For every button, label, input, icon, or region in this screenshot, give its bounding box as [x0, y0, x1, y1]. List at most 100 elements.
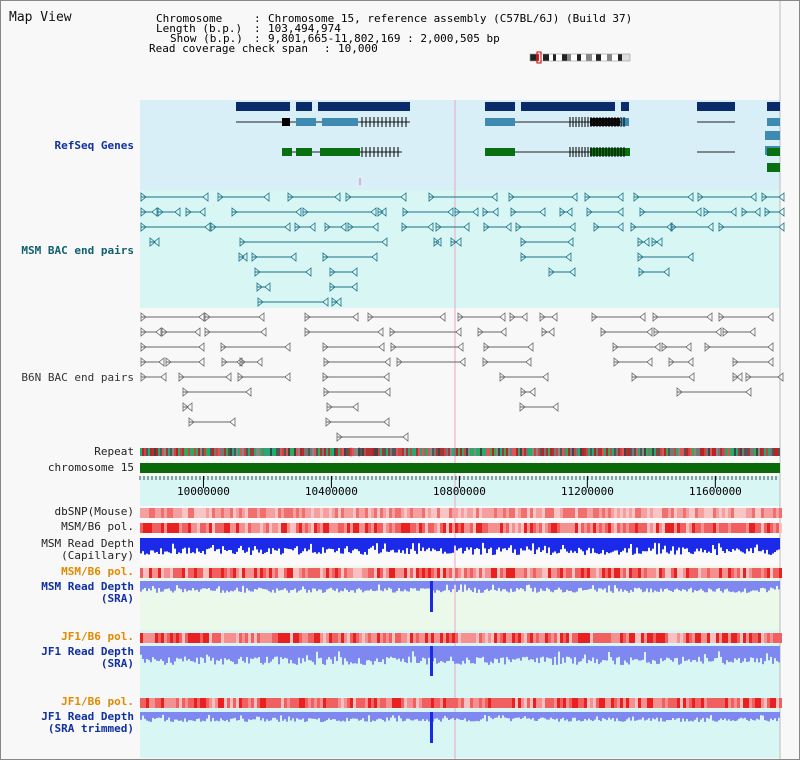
read-depth-bar: [686, 581, 688, 592]
ideogram-band: [556, 54, 562, 61]
polymorphism-cell: [491, 508, 494, 518]
read-depth-bar: [268, 581, 270, 592]
polymorphism-cell: [779, 633, 782, 643]
read-depth-bar: [734, 712, 736, 722]
read-depth-bar: [424, 646, 426, 659]
polymorphism-cell: [395, 568, 398, 578]
polymorphism-cell: [395, 508, 398, 518]
read-depth-bar: [550, 646, 552, 659]
msm-bac-end-marker: [750, 192, 757, 202]
read-depth-bar: [624, 581, 626, 590]
polymorphism-cell: [578, 508, 581, 518]
read-depth-bar: [358, 538, 360, 552]
read-depth-bar: [500, 646, 502, 658]
polymorphism-cell: [254, 633, 257, 643]
read-depth-bar: [308, 581, 310, 590]
polymorphism-cell: [428, 523, 431, 533]
read-depth-bar: [468, 581, 470, 589]
polymorphism-cell: [530, 523, 533, 533]
read-depth-bar: [382, 581, 384, 592]
polymorphism-cell: [164, 568, 167, 578]
polymorphism-cell: [272, 568, 275, 578]
read-depth-bar: [764, 538, 766, 554]
read-depth-bar: [394, 712, 396, 718]
polymorphism-cell: [623, 568, 626, 578]
polymorphism-cell: [437, 568, 440, 578]
b6n-bac-end-marker: [539, 312, 546, 322]
repeat-segment: [618, 448, 620, 456]
polymorphism-cell: [278, 633, 281, 643]
polymorphism-cell: [566, 633, 569, 643]
polymorphism-cell: [497, 508, 500, 518]
read-depth-bar: [742, 581, 744, 592]
polymorphism-cell: [284, 633, 287, 643]
polymorphism-cell: [335, 568, 338, 578]
polymorphism-cell: [152, 633, 155, 643]
repeat-segment: [256, 448, 258, 456]
msm-bac-end-marker: [567, 237, 574, 247]
repeat-segment: [552, 448, 554, 456]
polymorphism-cell: [542, 568, 545, 578]
polymorphism-cell: [275, 633, 278, 643]
read-depth-bar: [204, 581, 206, 589]
read-depth-bar: [396, 646, 398, 660]
read-depth-bar: [726, 581, 728, 589]
read-depth-bar: [296, 712, 298, 719]
read-depth-bar: [596, 712, 598, 717]
polymorphism-cell: [572, 523, 575, 533]
polymorphism-cell: [518, 523, 521, 533]
read-depth-bar: [692, 538, 694, 555]
read-depth-bar: [656, 581, 658, 592]
track-label-jf1-depth-sra-1: JF1 Read Depth: [41, 645, 134, 658]
polymorphism-cell: [470, 698, 473, 708]
polymorphism-cell: [341, 633, 344, 643]
repeat-segment: [540, 448, 542, 456]
read-depth-bar: [562, 712, 564, 718]
polymorphism-cell: [527, 698, 530, 708]
read-depth-bar: [288, 581, 290, 593]
polymorphism-cell: [485, 508, 488, 518]
read-depth-bar: [708, 538, 710, 552]
read-depth-bar: [186, 712, 188, 722]
read-depth-bar: [196, 646, 198, 658]
track-label-b6n-bac: B6N BAC end pairs: [21, 371, 134, 384]
read-depth-bar: [742, 712, 744, 719]
read-depth-bar: [422, 538, 424, 548]
repeat-segment: [368, 448, 370, 456]
b6n-bac-end-marker: [336, 432, 343, 442]
polymorphism-cell: [164, 633, 167, 643]
read-depth-bar: [704, 581, 706, 593]
read-depth-bar: [476, 581, 478, 593]
polymorphism-cell: [347, 698, 350, 708]
read-depth-bar: [752, 538, 754, 554]
polymorphism-cell: [719, 633, 722, 643]
polymorphism-cell: [500, 568, 503, 578]
read-depth-bar: [592, 581, 594, 586]
polymorphism-cell: [392, 633, 395, 643]
read-depth-bar: [292, 581, 294, 591]
read-depth-bar: [528, 646, 530, 661]
read-depth-bar: [522, 538, 524, 551]
polymorphism-cell: [572, 568, 575, 578]
polymorphism-cell: [626, 633, 629, 643]
polymorphism-cell: [605, 633, 608, 643]
read-depth-bar: [458, 646, 460, 664]
polymorphism-cell: [608, 568, 611, 578]
read-depth-bar: [606, 538, 608, 553]
read-depth-bar: [208, 538, 210, 549]
polymorphism-cell: [617, 523, 620, 533]
repeat-segment: [698, 448, 700, 456]
polymorphism-cell: [518, 698, 521, 708]
polymorphism-cell: [524, 523, 527, 533]
polymorphism-cell: [185, 633, 188, 643]
b6n-bac-end-marker: [326, 402, 333, 412]
read-depth-bar: [404, 538, 406, 554]
msm-bac-end-marker: [302, 207, 309, 217]
read-depth-bar: [590, 581, 592, 589]
read-depth-bar: [414, 581, 416, 589]
read-depth-bar: [478, 581, 480, 590]
b6n-bac-end-marker: [676, 387, 683, 397]
polymorphism-cell: [236, 523, 239, 533]
gene-exon: [282, 148, 292, 156]
